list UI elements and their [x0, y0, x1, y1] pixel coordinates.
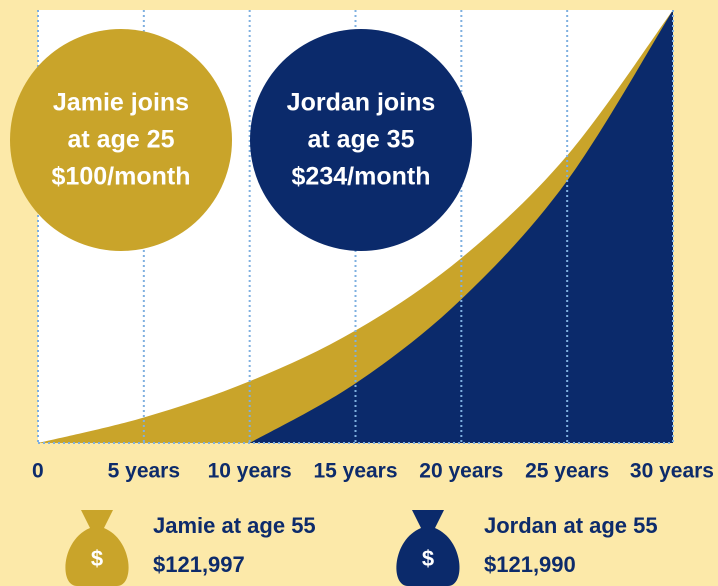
- x-tick-label: 0: [32, 460, 44, 483]
- x-tick-label: 10 years: [208, 460, 292, 483]
- legend-label: Jordan at age 55: [484, 513, 658, 538]
- legend: $ Jamie at age 55 $121,997 $ Jordan at age 5…: [65, 510, 658, 586]
- money-bag-icon: [65, 510, 129, 586]
- end-value-label: $121,990: [484, 552, 576, 577]
- x-tick-label: 5 years: [108, 460, 180, 483]
- x-tick-label: 25 years: [525, 460, 609, 483]
- money-bag-symbol: $: [91, 546, 103, 571]
- legend-label: Jamie at age 55: [153, 513, 316, 538]
- money-bag-icon: [396, 510, 460, 586]
- area: [249, 10, 673, 443]
- marks: [38, 10, 673, 443]
- money-bag-symbol: $: [422, 546, 434, 571]
- annotation-circle: [250, 29, 472, 251]
- x-tick-label: 30 years: [630, 460, 714, 483]
- x-tick-label: 15 years: [313, 460, 397, 483]
- annotation-text: Jamie joins: [53, 89, 189, 117]
- annotation-text: $100/month: [52, 163, 191, 191]
- end-value-label: $121,997: [153, 552, 245, 577]
- annotation-text: Jordan joins: [287, 89, 436, 117]
- annotations: Jamie joins at age 25 $100/month Jordan joi…: [10, 29, 472, 251]
- grid: 0 5 years 10 years 15 years 20 years 25 years…: [32, 10, 714, 483]
- annotation-text: at age 35: [307, 126, 414, 154]
- annotation-text: $234/month: [292, 163, 431, 191]
- annotation-text: at age 25: [67, 126, 174, 154]
- x-tick-label: 20 years: [419, 460, 503, 483]
- annotation-circle: [10, 29, 232, 251]
